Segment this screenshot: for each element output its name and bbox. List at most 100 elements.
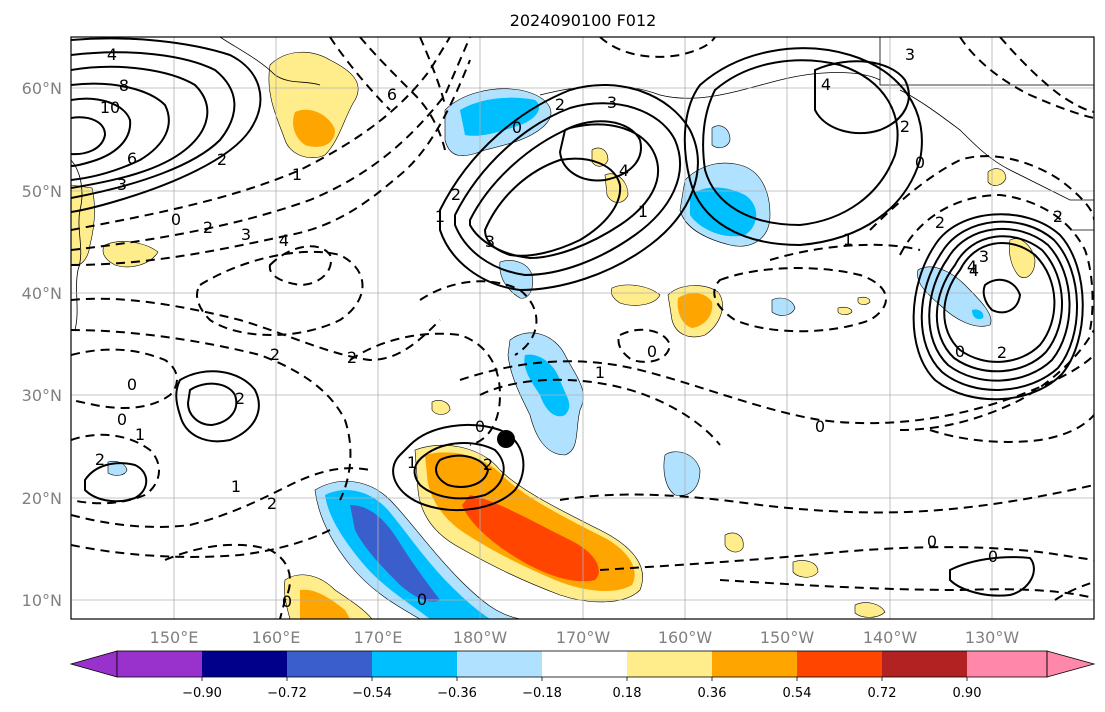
- contour-label: 0: [988, 547, 998, 566]
- shaded-fields: [71, 51, 1036, 619]
- contour-label: 4: [969, 261, 979, 280]
- colorbar-segment: [967, 651, 1047, 677]
- contour-label: 2: [95, 450, 105, 469]
- colorbar-segment: [882, 651, 967, 677]
- contour-label: 3: [905, 45, 915, 64]
- contour-label: 0: [475, 417, 485, 436]
- contour-label: 2: [217, 150, 227, 169]
- lat-label: 40°N: [22, 284, 62, 303]
- colorbar-segment: [372, 651, 457, 677]
- contour-label: 10: [100, 98, 120, 117]
- lat-label: 30°N: [22, 386, 62, 405]
- contour-label: 0: [647, 342, 657, 361]
- colorbar-tick-label: −0.36: [437, 686, 477, 701]
- colorbar-tick-label: 0.90: [953, 686, 982, 701]
- contour-label: 0: [915, 153, 925, 172]
- lon-label: 160°E: [252, 628, 301, 647]
- contour-label: 3: [485, 232, 495, 251]
- dashed-contours: [71, 37, 1094, 619]
- positive-band-core: [462, 495, 599, 582]
- contour-label: 2: [935, 213, 945, 232]
- lat-label: 60°N: [22, 79, 62, 98]
- lon-label: 170°W: [556, 628, 611, 647]
- contour-label: 6: [127, 149, 137, 168]
- contour-label: 1: [407, 453, 417, 472]
- contour-label: 2: [270, 345, 280, 364]
- contour-label: 2: [235, 389, 245, 408]
- lon-label: 170°E: [354, 628, 403, 647]
- latitude-labels: 60°N 50°N 40°N 30°N 20°N 10°N: [22, 79, 62, 610]
- lon-label: 180°W: [453, 628, 508, 647]
- contour-label: 1: [638, 202, 648, 221]
- colorbar-segment: [797, 651, 882, 677]
- colorbar-tick-label: 0.72: [868, 686, 897, 701]
- contour-label: 8: [119, 76, 129, 95]
- contour-label: 1: [595, 363, 605, 382]
- colorbar-segment: [627, 651, 712, 677]
- contour-label: 0: [955, 342, 965, 361]
- colorbar-segment: [202, 651, 287, 677]
- contour-label: 2: [555, 95, 565, 114]
- lon-label: 140°W: [863, 628, 918, 647]
- contour-label: 3: [607, 93, 617, 112]
- contour-label: 3: [979, 247, 989, 266]
- lat-label: 20°N: [22, 489, 62, 508]
- colorbar-segment: [457, 651, 542, 677]
- lat-label: 50°N: [22, 182, 62, 201]
- colorbar-segment: [542, 651, 627, 677]
- contour-label: 0: [815, 417, 825, 436]
- contour-label: 0: [127, 375, 137, 394]
- colorbar-tick-label: 0.54: [783, 686, 812, 701]
- contour-label: 1: [135, 425, 145, 444]
- colorbar-tick-label: −0.72: [267, 686, 307, 701]
- contour-label: 1: [292, 165, 302, 184]
- contour-label: 2: [900, 117, 910, 136]
- colorbar-tick-label: −0.90: [182, 686, 222, 701]
- contour-label: 4: [967, 257, 977, 276]
- contour-labels: 4 8 10 6 3 2 0 1 2 3 4 6 1 2 3 4 0 1 2 3…: [95, 45, 1063, 611]
- contour-label: 6: [387, 85, 397, 104]
- contour-label: 0: [512, 118, 522, 137]
- contour-label: 1: [231, 477, 241, 496]
- colorbar-extend-low: [69, 650, 118, 678]
- lon-label: 150°E: [150, 628, 199, 647]
- storm-center-marker: [497, 430, 515, 448]
- lat-label: 10°N: [22, 591, 62, 610]
- colorbar-extend-high: [1046, 650, 1096, 678]
- contour-label: 0: [282, 592, 292, 611]
- contour-label: 4: [279, 231, 289, 250]
- contour-label: 4: [107, 45, 117, 64]
- contour-label: 0: [927, 532, 937, 551]
- map-border: [70, 36, 1095, 620]
- contour-label: 2: [203, 218, 213, 237]
- contour-label: 2: [451, 185, 461, 204]
- contour-label: 3: [241, 225, 251, 244]
- contour-label: 1: [435, 207, 445, 226]
- contour-label: 0: [171, 210, 181, 229]
- contour-label: 4: [821, 75, 831, 94]
- lon-label: 150°W: [760, 628, 815, 647]
- contour-label: 2: [1053, 207, 1063, 226]
- longitude-labels: 150°E 160°E 170°E 180°W 170°W 160°W 150°…: [150, 628, 1020, 647]
- contour-label: 0: [417, 590, 427, 609]
- map-plot-area: [71, 37, 1094, 619]
- colorbar-segment: [712, 651, 797, 677]
- contour-label: 0: [117, 410, 127, 429]
- contour-label: 1: [843, 230, 853, 249]
- colorbar: −0.90 −0.72 −0.54 −0.36 −0.18 0.18 0.36 …: [69, 650, 1096, 701]
- contour-label: 2: [997, 343, 1007, 362]
- map-title: 2024090100 F012: [510, 11, 657, 30]
- colorbar-tick-label: 0.36: [698, 686, 727, 701]
- negative-band-core: [350, 505, 440, 602]
- colorbar-tick-label: −0.18: [522, 686, 562, 701]
- colorbar-segment: [117, 651, 202, 677]
- colorbar-tick-label: −0.54: [352, 686, 392, 701]
- contour-label: 2: [483, 455, 493, 474]
- colorbar-segment: [287, 651, 372, 677]
- contour-label: 3: [117, 175, 127, 194]
- contour-label: 4: [619, 161, 629, 180]
- solid-contours: [71, 37, 1084, 597]
- lon-label: 160°W: [658, 628, 713, 647]
- contour-label: 2: [347, 348, 357, 367]
